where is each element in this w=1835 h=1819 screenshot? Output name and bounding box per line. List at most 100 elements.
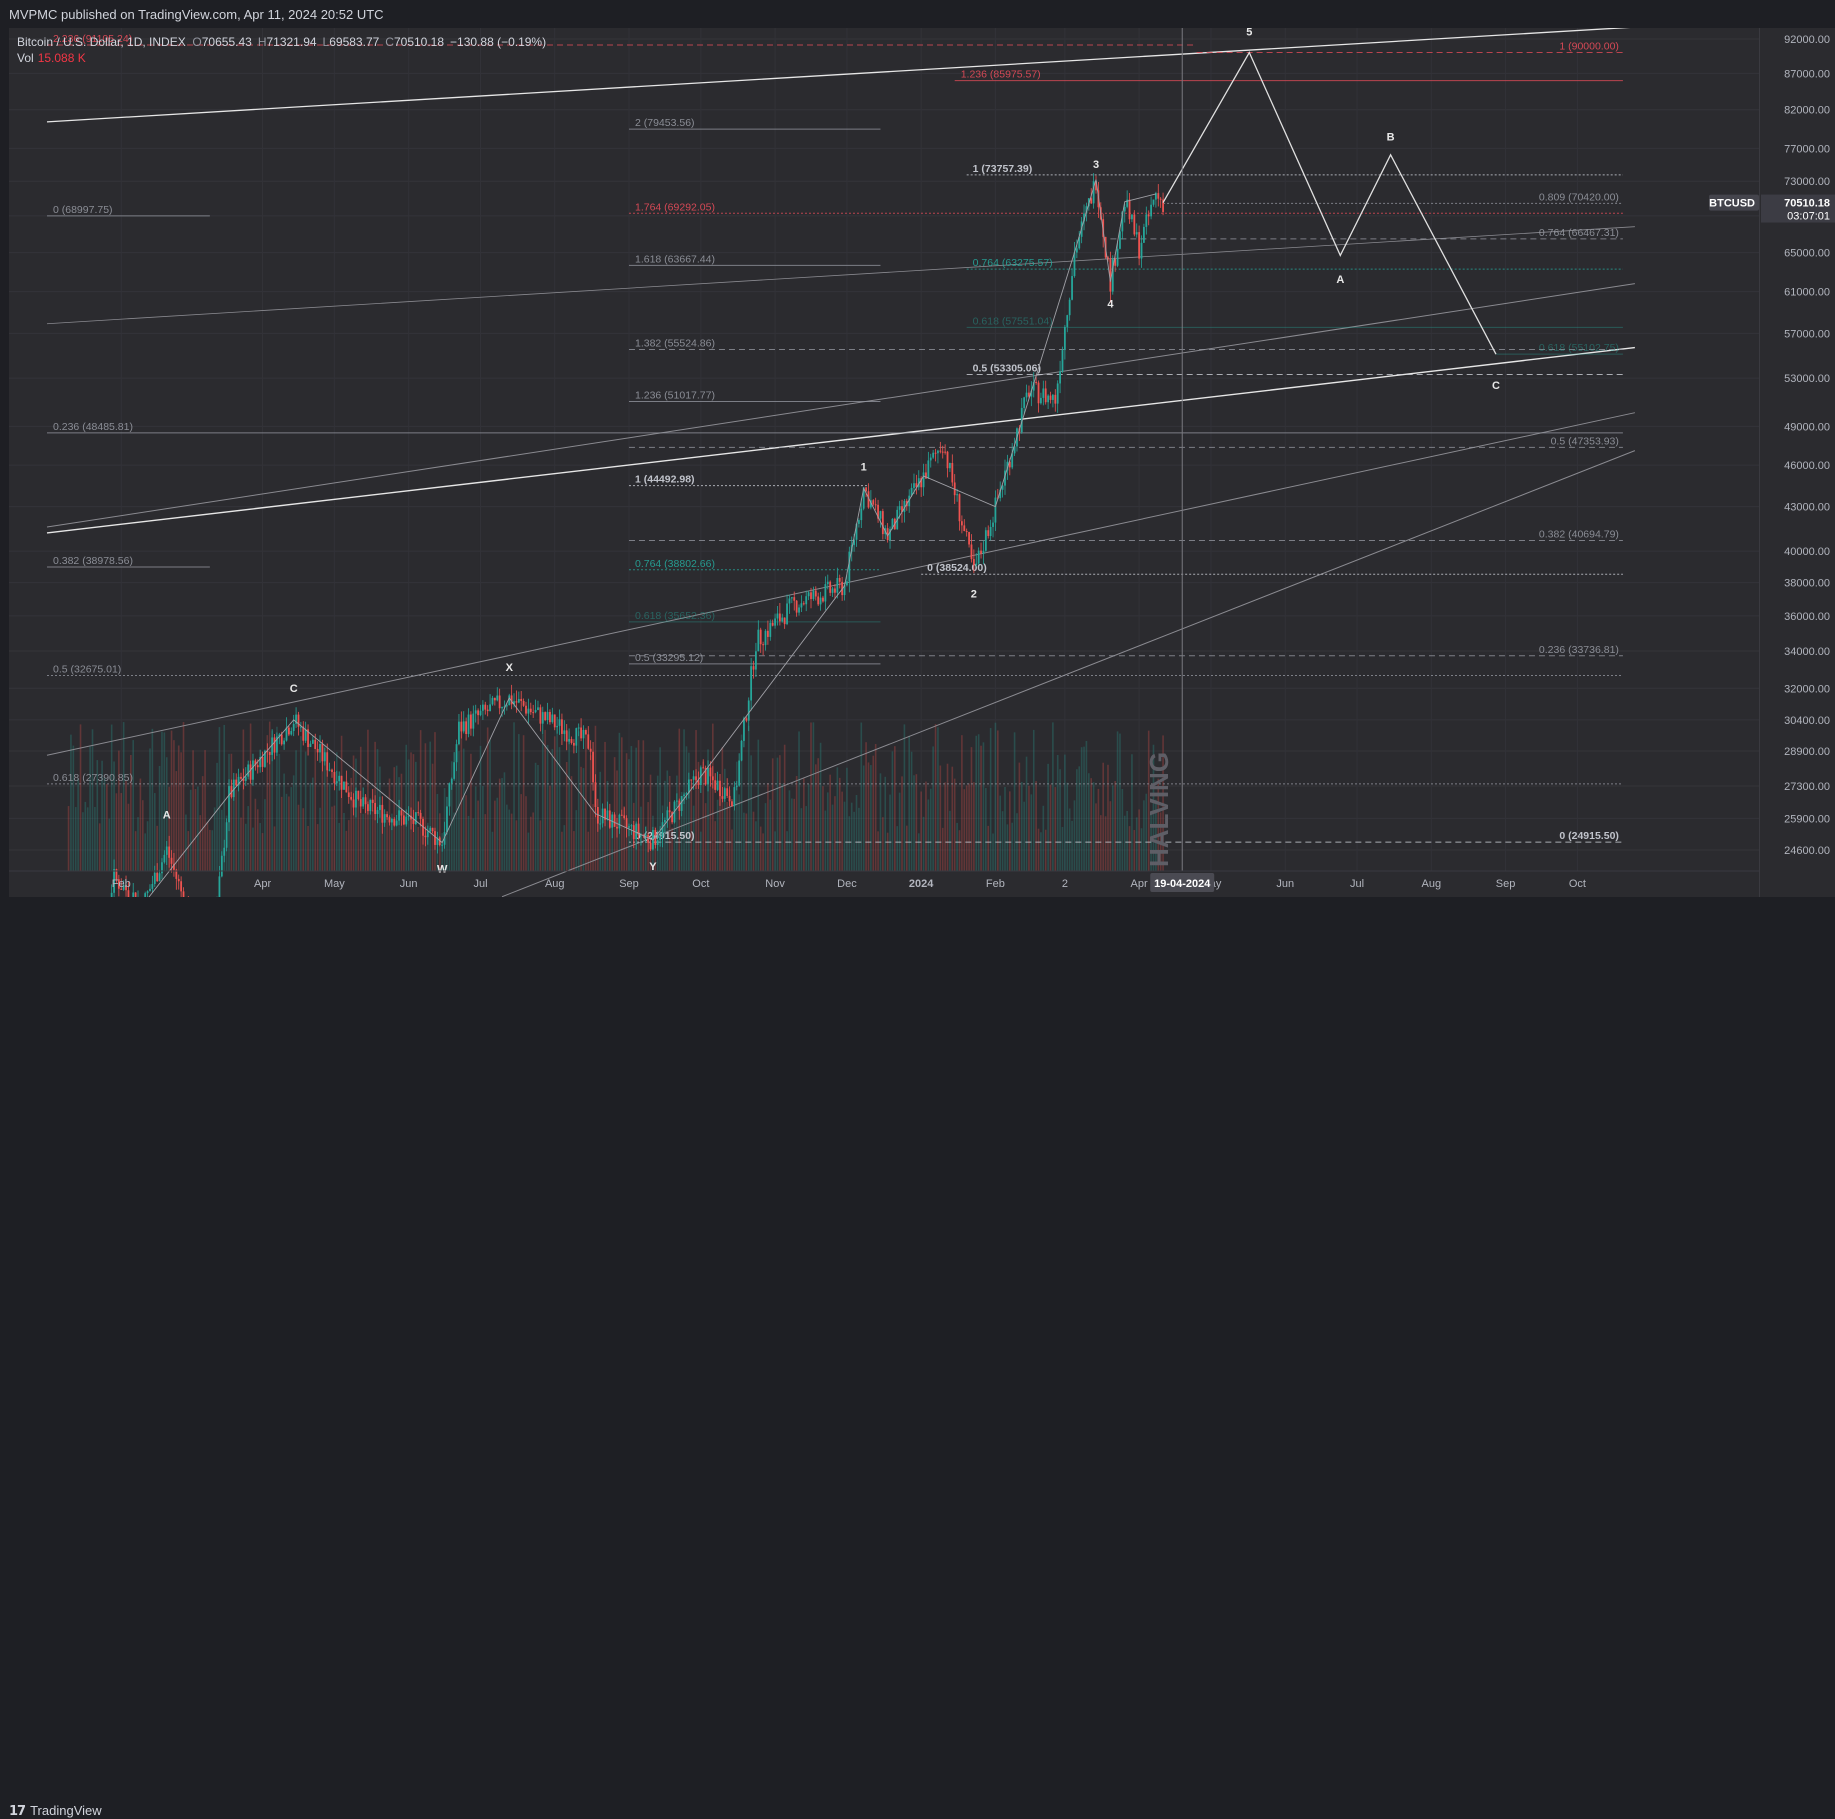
candle-body: [290, 731, 293, 735]
volume-bar: [549, 785, 551, 871]
candle-body: [738, 760, 741, 786]
volume-bar: [925, 781, 927, 871]
candle-body: [1059, 371, 1061, 384]
volume-bar: [434, 732, 436, 871]
price-tick-label: 57000.00: [1784, 328, 1830, 340]
candle-body: [810, 592, 812, 600]
volume-bar: [302, 808, 305, 871]
candle-body: [240, 776, 242, 779]
volume-bar: [982, 742, 985, 871]
volume-bar: [201, 776, 204, 871]
candle-body: [450, 778, 453, 784]
candle-body: [747, 700, 750, 721]
volume-bar: [515, 820, 518, 871]
price-axis-svg: 92000.00 87000.00 82000.00 77000.00 73000.00…: [1761, 34, 1835, 857]
legend-close: 70510.18: [393, 35, 445, 49]
volume-bar: [309, 782, 312, 871]
candle-body: [278, 734, 281, 737]
volume-bar: [1119, 733, 1121, 871]
candle-body: [532, 712, 535, 714]
candle-body: [869, 500, 872, 508]
volume-bar: [192, 750, 194, 871]
volume-bar: [958, 830, 961, 871]
volume-bar: [944, 782, 946, 871]
legend-vol-label[interactable]: Vol: [17, 51, 34, 65]
candle-body: [1030, 390, 1033, 397]
volume-bar: [108, 818, 111, 871]
volume-bar: [625, 753, 628, 871]
volume-bar: [1061, 826, 1064, 871]
volume-bar: [898, 792, 901, 871]
candle-body: [153, 872, 156, 884]
volume-bar: [307, 825, 309, 871]
trend-line: [46, 412, 1635, 756]
candle-body: [1095, 181, 1097, 191]
volume-bar: [345, 830, 348, 871]
candle-body: [879, 511, 882, 519]
candle-body: [707, 767, 709, 785]
candle-body: [623, 815, 626, 819]
volume-bar: [532, 812, 534, 871]
candle-body: [489, 704, 491, 712]
volume-bar: [285, 793, 288, 871]
volume-bar: [118, 750, 120, 871]
candle-body: [165, 846, 168, 855]
volume-bar: [506, 804, 508, 871]
candle-body: [474, 710, 477, 714]
volume-bar: [185, 814, 187, 871]
chart-pane[interactable]: 1.382 (94527.43)2.236 (91105.24)1 (90000…: [9, 28, 1759, 897]
volume-bar: [906, 825, 908, 871]
candle-body: [824, 584, 827, 602]
candle-body: [537, 707, 539, 710]
candle-body: [714, 780, 717, 790]
price-chart[interactable]: 1.382 (94527.43)2.236 (91105.24)1 (90000…: [9, 28, 1759, 897]
legend-symbol[interactable]: Bitcoin / U.S. Dollar, 1D, INDEX: [17, 35, 186, 49]
volume-bar: [503, 772, 506, 871]
volume-bar: [429, 741, 431, 871]
candle-body: [546, 711, 549, 721]
volume-bar: [553, 736, 556, 871]
volume-bar: [189, 789, 192, 871]
volume-bar: [209, 829, 211, 871]
candle-body: [307, 729, 309, 748]
candle-body: [934, 452, 937, 454]
candle-body: [659, 836, 662, 841]
price-axis[interactable]: 92000.00 87000.00 82000.00 77000.00 73000.00…: [1759, 28, 1835, 897]
volume-bar: [213, 807, 216, 871]
volume-bar: [929, 788, 932, 871]
volume-bar: [601, 823, 604, 871]
volume-bar: [82, 812, 84, 871]
candle-body: [570, 739, 573, 743]
candle-body: [800, 603, 803, 608]
cursor-date-label: 19-04-2024: [1154, 878, 1211, 890]
volume-bar: [791, 798, 793, 871]
candle-body: [731, 801, 733, 807]
price-tick-label: 34000.00: [1784, 646, 1830, 658]
volume-bar: [848, 816, 851, 871]
candle-body: [561, 719, 563, 734]
volume-bar: [783, 744, 786, 871]
candle-body: [498, 695, 501, 709]
volume-bar: [427, 822, 429, 871]
wave-labels: A C W X Y 1 2 3 4 5 A B C: [163, 28, 1500, 876]
candle-body: [783, 617, 786, 625]
volume-bar: [913, 775, 915, 871]
candle-body: [776, 613, 779, 619]
volume-bar: [726, 801, 728, 871]
volume-bar: [125, 780, 127, 871]
fib-level-label: 0.764 (38802.66): [635, 558, 715, 570]
volume-bar: [841, 791, 843, 871]
candle-body: [419, 812, 422, 819]
wave-label: B: [1387, 131, 1395, 143]
candle-body: [264, 750, 266, 767]
volume-bar: [1080, 747, 1083, 871]
candle-body: [951, 462, 954, 483]
tradingview-brand[interactable]: 𝟭𝟳 TradingView: [9, 1803, 102, 1819]
candle-body: [379, 804, 381, 811]
candle-body: [271, 737, 274, 755]
volume-bar: [84, 801, 87, 871]
volume-bar: [1111, 785, 1114, 871]
legend-low: 69583.77: [329, 35, 380, 49]
projection-path: [1162, 51, 1497, 355]
volume-bar: [561, 831, 563, 871]
